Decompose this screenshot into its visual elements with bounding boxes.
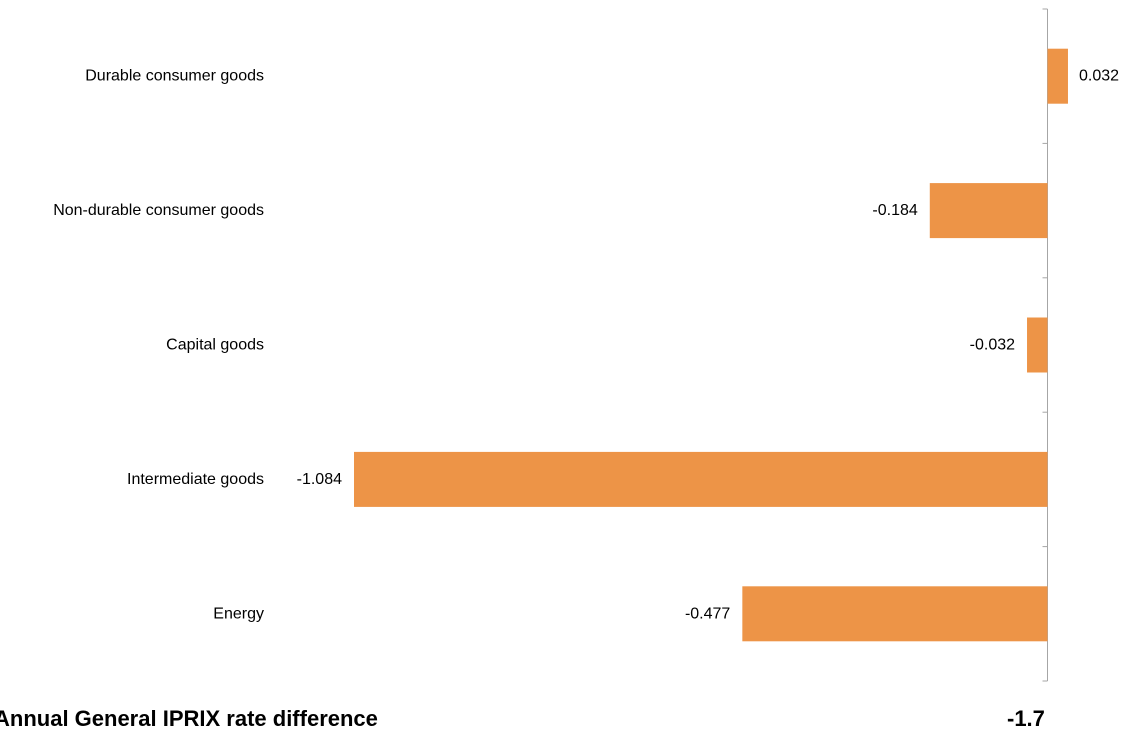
category-label: Intermediate goods [127, 471, 264, 488]
category-label: Non-durable consumer goods [53, 202, 264, 219]
bar [1027, 317, 1048, 373]
category-label: Energy [213, 605, 264, 622]
category-label: Durable consumer goods [85, 68, 264, 85]
data-label: -1.084 [297, 471, 342, 488]
data-label: -0.184 [872, 202, 917, 219]
bar [1047, 48, 1068, 104]
bar-chart: Durable consumer goods 0.032 Non-durable c… [53, 8, 1119, 682]
data-label: -0.477 [685, 605, 730, 622]
footer-value: -1.7 [1007, 706, 1045, 731]
bar [354, 451, 1048, 507]
data-label: -0.032 [970, 337, 1015, 354]
footer-label: Annual General IPRIX rate difference [0, 706, 378, 731]
category-label: Capital goods [166, 337, 264, 354]
bar [929, 183, 1048, 239]
data-label: 0.032 [1079, 68, 1119, 85]
bar [742, 586, 1048, 642]
